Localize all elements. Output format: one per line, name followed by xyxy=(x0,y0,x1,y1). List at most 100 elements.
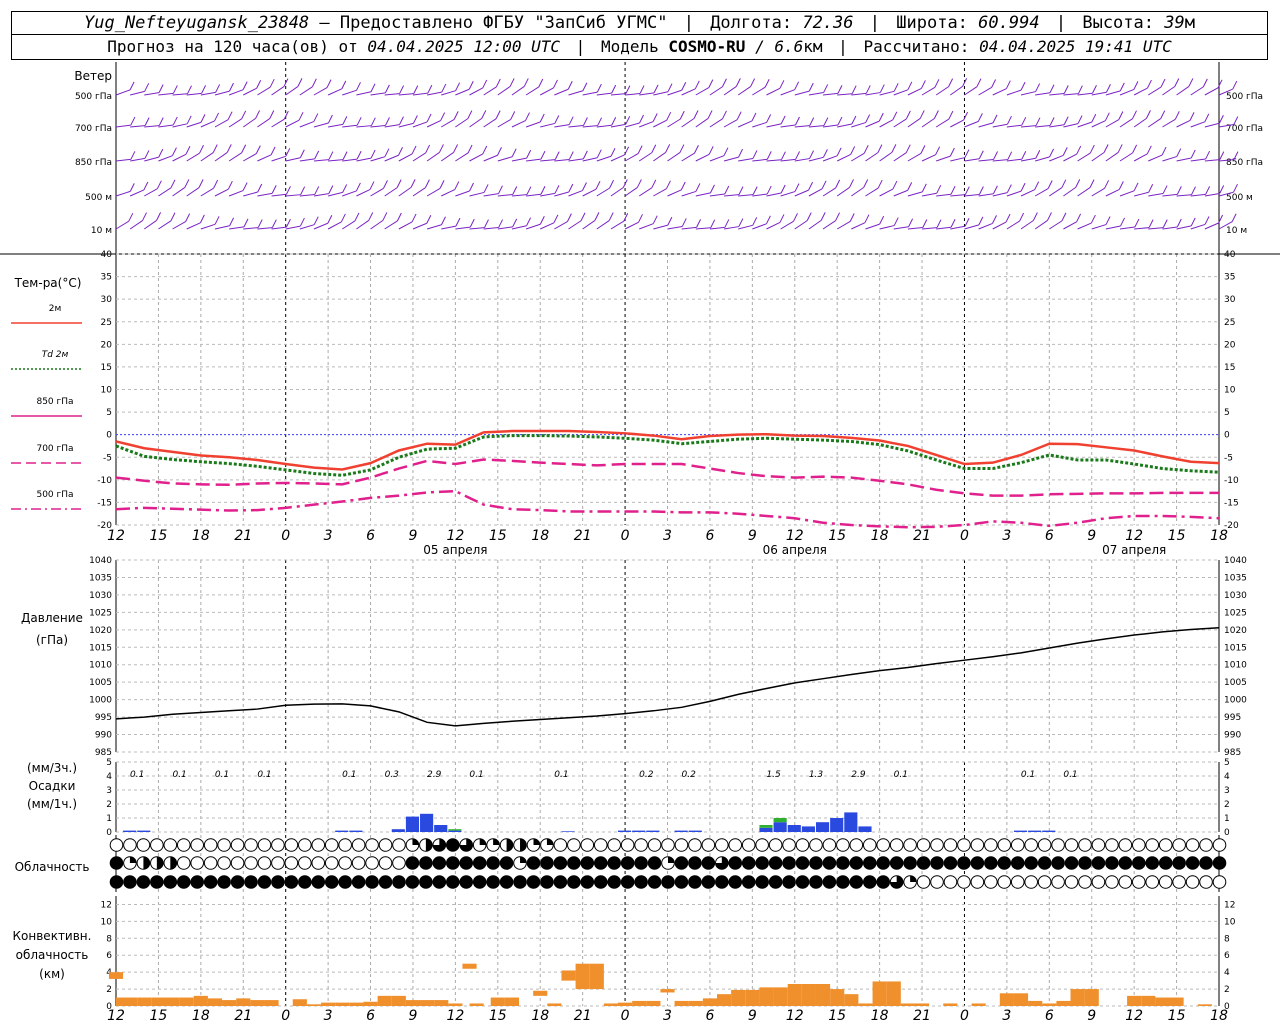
cloud-symbol-fill xyxy=(433,838,446,852)
wind-barb-feather xyxy=(538,78,544,88)
wind-barb-feather xyxy=(809,150,815,159)
temp-ytick-left: -20 xyxy=(97,521,112,531)
wind-barb xyxy=(596,92,612,96)
precip-total-label: 2.9 xyxy=(851,770,866,780)
wind-barb xyxy=(1119,226,1135,230)
wind-barb xyxy=(1162,86,1176,96)
wind-barb xyxy=(921,192,937,197)
wind-barb-feather xyxy=(694,80,700,90)
wind-barb xyxy=(1190,86,1204,96)
pressure-ytick-left: 1040 xyxy=(89,556,112,566)
wind-barb-feather xyxy=(806,212,812,221)
wind-barb xyxy=(851,92,867,96)
precip-ytick-right: 2 xyxy=(1224,800,1230,810)
wind-barb-feather xyxy=(752,150,758,159)
wind-barb xyxy=(214,225,230,230)
wind-barb-feather xyxy=(170,212,176,221)
conv-bar xyxy=(179,997,194,1006)
wind-barb-feather xyxy=(441,83,447,93)
wind-barb xyxy=(469,117,483,128)
wind-barb xyxy=(752,158,768,162)
wind-barb xyxy=(497,193,513,197)
temp-ytick-left: 10 xyxy=(101,386,113,396)
conv-bar xyxy=(335,1002,350,1006)
wind-barb xyxy=(568,220,582,230)
wind-barb-feather xyxy=(1007,151,1013,160)
wind-barb xyxy=(653,91,669,96)
wind-barb xyxy=(497,118,511,128)
cloud-symbol-fill xyxy=(129,856,137,863)
wind-barb-feather xyxy=(398,147,403,156)
wind-barb-feather xyxy=(411,213,417,223)
cloud-symbol xyxy=(957,875,971,889)
cloud-symbol xyxy=(997,856,1012,870)
wind-barb-feather xyxy=(300,186,306,195)
conv-bar xyxy=(759,987,774,1006)
wind-barb-feather xyxy=(384,84,390,94)
x-tick-temp: 6 xyxy=(366,528,375,544)
wind-barb xyxy=(214,151,228,162)
wind-barb xyxy=(695,118,709,128)
wind-barb-feather xyxy=(597,117,603,126)
wind-barb xyxy=(921,154,936,162)
wind-barb-feather xyxy=(326,79,332,88)
wind-barb-feather xyxy=(370,149,376,159)
precip-total-label: 0.1 xyxy=(469,770,483,780)
wind-barb-feather xyxy=(723,147,729,156)
cloud-symbol xyxy=(526,856,541,870)
wind-barb-feather xyxy=(226,144,232,153)
wind-barb-feather xyxy=(241,144,247,153)
wind-barb-feather xyxy=(540,186,546,195)
wind-barb-feather xyxy=(992,185,998,195)
wind-barb xyxy=(582,157,598,162)
wind-barb-feather xyxy=(907,182,913,191)
x-tick-temp: 12 xyxy=(786,528,804,544)
wind-barb-feather xyxy=(1233,183,1238,193)
cloud-symbol xyxy=(580,856,595,870)
wind-barb xyxy=(1148,227,1164,230)
wind-barb-feather xyxy=(269,110,275,119)
wind-barb-feather xyxy=(341,80,347,90)
wind-barb-feather xyxy=(636,179,642,188)
wind-barb xyxy=(384,187,398,197)
wind-barb xyxy=(214,90,230,96)
cloud-symbol xyxy=(728,856,743,870)
wind-barb-feather xyxy=(271,219,277,228)
cloud-symbol xyxy=(1145,875,1160,889)
wind-barb-feather xyxy=(285,218,291,228)
wind-barb-feather xyxy=(299,149,305,158)
wind-barb-feather xyxy=(1092,84,1097,94)
wind-barb-feather xyxy=(1160,78,1166,88)
x-tick-bottom: 0 xyxy=(621,1008,630,1024)
wind-barb-feather xyxy=(1104,112,1110,121)
wind-barb-feather xyxy=(622,179,628,188)
wind-barb xyxy=(709,118,723,128)
x-tick-temp: 9 xyxy=(748,528,757,544)
wind-barb xyxy=(1176,86,1190,96)
computed-value: 04.04.2025 19:41 UTC xyxy=(979,37,1172,56)
wind-barb xyxy=(497,156,513,162)
precip-ytick-right: 1 xyxy=(1224,814,1230,824)
lat-label: Широта: xyxy=(896,13,968,33)
wind-barb-feather xyxy=(283,110,289,120)
wind-barb xyxy=(794,90,810,96)
cloud-symbol xyxy=(1078,856,1092,870)
model-name: COSMO-RU xyxy=(668,37,746,56)
x-date-label: 06 апреля xyxy=(763,543,827,557)
wind-barb-feather xyxy=(455,217,461,227)
temp-ytick-right: -15 xyxy=(1224,498,1239,508)
cloud-symbol xyxy=(943,856,958,870)
wind-barb xyxy=(610,187,624,197)
cloud-symbol xyxy=(324,875,339,889)
conv-bar xyxy=(222,1000,237,1006)
wind-barb xyxy=(1091,224,1107,230)
cloud-symbol xyxy=(876,875,891,889)
cloud-symbol xyxy=(217,856,231,870)
wind-barb-feather xyxy=(596,149,602,158)
wind-barb xyxy=(441,90,456,96)
cloud-symbol-fill xyxy=(143,856,150,870)
wind-barb xyxy=(313,122,329,128)
wind-barb xyxy=(243,87,257,96)
temp-series-line xyxy=(115,429,1220,471)
wind-barb-feather xyxy=(892,111,898,121)
